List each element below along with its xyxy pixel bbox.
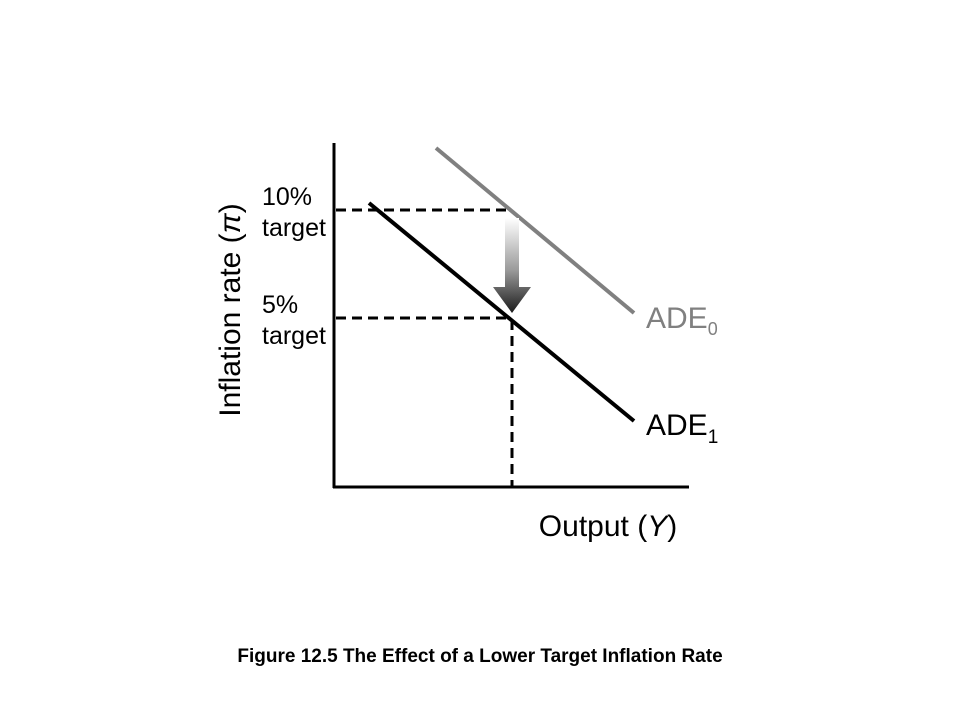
shift-down-arrow bbox=[493, 218, 531, 313]
ade1-curve bbox=[367, 201, 636, 423]
target-5-value: 5% bbox=[262, 291, 298, 319]
x-axis-label: Output (Y) bbox=[539, 510, 677, 543]
target-10-value: 10% bbox=[262, 183, 312, 211]
ade0-label: ADE0 bbox=[646, 302, 718, 339]
target-10-word: target bbox=[262, 214, 326, 242]
y-axis-label: Inflation rate (π) bbox=[214, 203, 247, 417]
figure-caption: Figure 12.5 The Effect of a Lower Target… bbox=[237, 646, 723, 667]
ade0-curve bbox=[434, 146, 636, 315]
target-5-word: target bbox=[262, 322, 326, 350]
ade1-label: ADE1 bbox=[646, 409, 718, 448]
